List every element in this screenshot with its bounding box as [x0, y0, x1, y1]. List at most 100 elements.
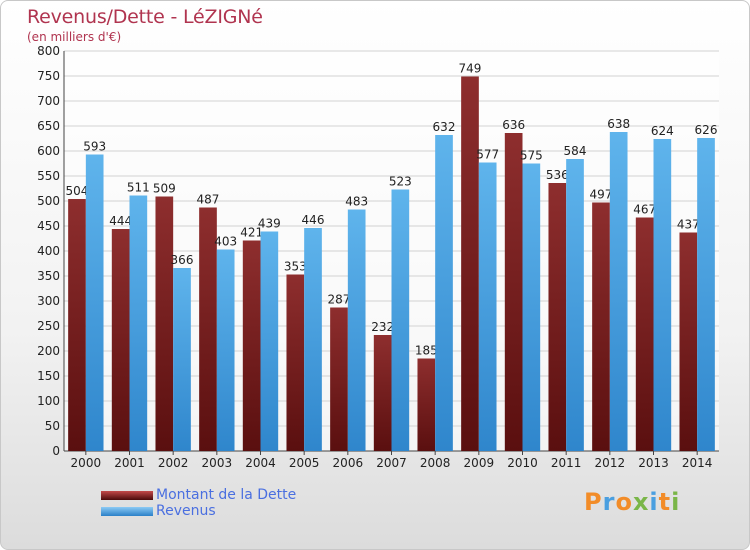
logo-letter: o — [615, 488, 633, 516]
bar-dette — [679, 232, 698, 451]
bar-dette — [592, 202, 610, 451]
data-label-dette: 437 — [677, 218, 700, 232]
chart-title: Revenus/Dette - LéZIGNé — [27, 6, 263, 28]
x-tick-label: 2002 — [158, 456, 189, 470]
logo-letter: P — [584, 488, 603, 516]
data-label-revenus: 366 — [171, 253, 194, 267]
legend-label-revenus: Revenus — [156, 503, 216, 519]
x-tick-label: 2007 — [376, 456, 407, 470]
x-tick-label: 2000 — [71, 456, 102, 470]
data-label-revenus: 511 — [127, 181, 150, 195]
data-label-dette: 509 — [153, 182, 176, 196]
bar-revenus — [435, 135, 453, 451]
data-label-revenus: 624 — [651, 124, 674, 138]
bar-revenus — [347, 209, 366, 451]
bar-dette — [155, 196, 174, 451]
data-label-revenus: 523 — [389, 175, 412, 189]
bar-revenus — [85, 154, 104, 451]
bar-revenus — [653, 139, 672, 451]
y-tick-label: 250 — [37, 319, 60, 333]
data-label-dette: 287 — [328, 293, 351, 307]
bar-dette — [242, 240, 261, 451]
x-tick-label: 2001 — [114, 456, 145, 470]
bar-revenus — [522, 163, 541, 451]
y-tick-label: 50 — [45, 419, 60, 433]
x-tick-label: 2003 — [202, 456, 233, 470]
legend-label-dette: Montant de la Dette — [156, 487, 297, 503]
x-tick-label: 2013 — [638, 456, 669, 470]
bar-revenus — [609, 132, 628, 451]
x-tick-label: 2005 — [289, 456, 320, 470]
logo-letter: i — [671, 488, 681, 516]
bar-dette — [286, 274, 305, 451]
y-tick-label: 800 — [37, 44, 60, 58]
data-label-dette: 444 — [109, 214, 132, 228]
legend-swatch-revenus — [101, 507, 153, 516]
data-label-revenus: 626 — [695, 123, 718, 137]
x-tick-label: 2010 — [507, 456, 538, 470]
data-label-revenus: 632 — [433, 120, 456, 134]
x-tick-label: 2012 — [595, 456, 626, 470]
data-label-revenus: 593 — [83, 140, 106, 154]
y-tick-label: 750 — [37, 69, 60, 83]
data-label-dette: 536 — [546, 168, 569, 182]
logo-letter: t — [658, 488, 672, 516]
bar-dette — [373, 335, 392, 451]
data-label-revenus: 584 — [564, 144, 587, 158]
data-label-dette: 497 — [590, 188, 613, 202]
bar-revenus — [391, 189, 410, 451]
bar-dette — [504, 133, 523, 451]
x-tick-label: 2004 — [245, 456, 276, 470]
y-tick-label: 500 — [37, 194, 60, 208]
y-tick-label: 600 — [37, 144, 60, 158]
y-tick-label: 700 — [37, 94, 60, 108]
y-tick-label: 650 — [37, 119, 60, 133]
data-label-dette: 636 — [502, 118, 525, 132]
bar-dette — [548, 183, 567, 451]
bar-revenus — [304, 228, 322, 451]
bar-revenus — [478, 162, 497, 451]
bar-dette — [461, 76, 479, 451]
bar-dette — [111, 229, 130, 451]
data-label-dette: 421 — [240, 226, 263, 240]
bar-revenus — [566, 159, 584, 451]
data-label-dette: 232 — [371, 320, 394, 334]
data-label-dette: 504 — [66, 184, 89, 198]
x-tick-label: 2009 — [464, 456, 495, 470]
bar-dette — [330, 307, 348, 451]
x-tick-label: 2011 — [551, 456, 582, 470]
data-label-revenus: 577 — [476, 148, 499, 162]
bar-dette — [68, 199, 86, 451]
bar-dette — [417, 358, 436, 451]
data-label-revenus: 446 — [302, 213, 325, 227]
bar-revenus — [129, 195, 148, 451]
data-label-revenus: 638 — [607, 117, 630, 131]
bar-revenus — [216, 249, 235, 451]
x-tick-label: 2014 — [682, 456, 713, 470]
logo-letter: i — [649, 488, 659, 516]
y-tick-label: 350 — [37, 269, 60, 283]
proxiti-logo: Proxiti — [584, 488, 680, 516]
y-tick-label: 400 — [37, 244, 60, 258]
data-label-revenus: 483 — [345, 195, 368, 209]
data-label-revenus: 439 — [258, 217, 281, 231]
bar-revenus — [173, 268, 191, 451]
y-tick-label: 150 — [37, 369, 60, 383]
data-label-dette: 185 — [415, 344, 438, 358]
bar-revenus — [260, 231, 279, 451]
data-label-dette: 487 — [197, 193, 220, 207]
bar-dette — [199, 207, 217, 451]
y-tick-label: 450 — [37, 219, 60, 233]
y-tick-label: 200 — [37, 344, 60, 358]
logo-letter: r — [602, 488, 616, 516]
data-label-revenus: 575 — [520, 149, 543, 163]
y-tick-label: 100 — [37, 394, 60, 408]
x-tick-label: 2008 — [420, 456, 451, 470]
data-label-dette: 353 — [284, 260, 307, 274]
data-label-dette: 749 — [459, 62, 482, 76]
y-tick-label: 0 — [52, 444, 60, 458]
data-label-dette: 467 — [633, 203, 656, 217]
y-tick-label: 550 — [37, 169, 60, 183]
bar-revenus — [697, 138, 715, 451]
